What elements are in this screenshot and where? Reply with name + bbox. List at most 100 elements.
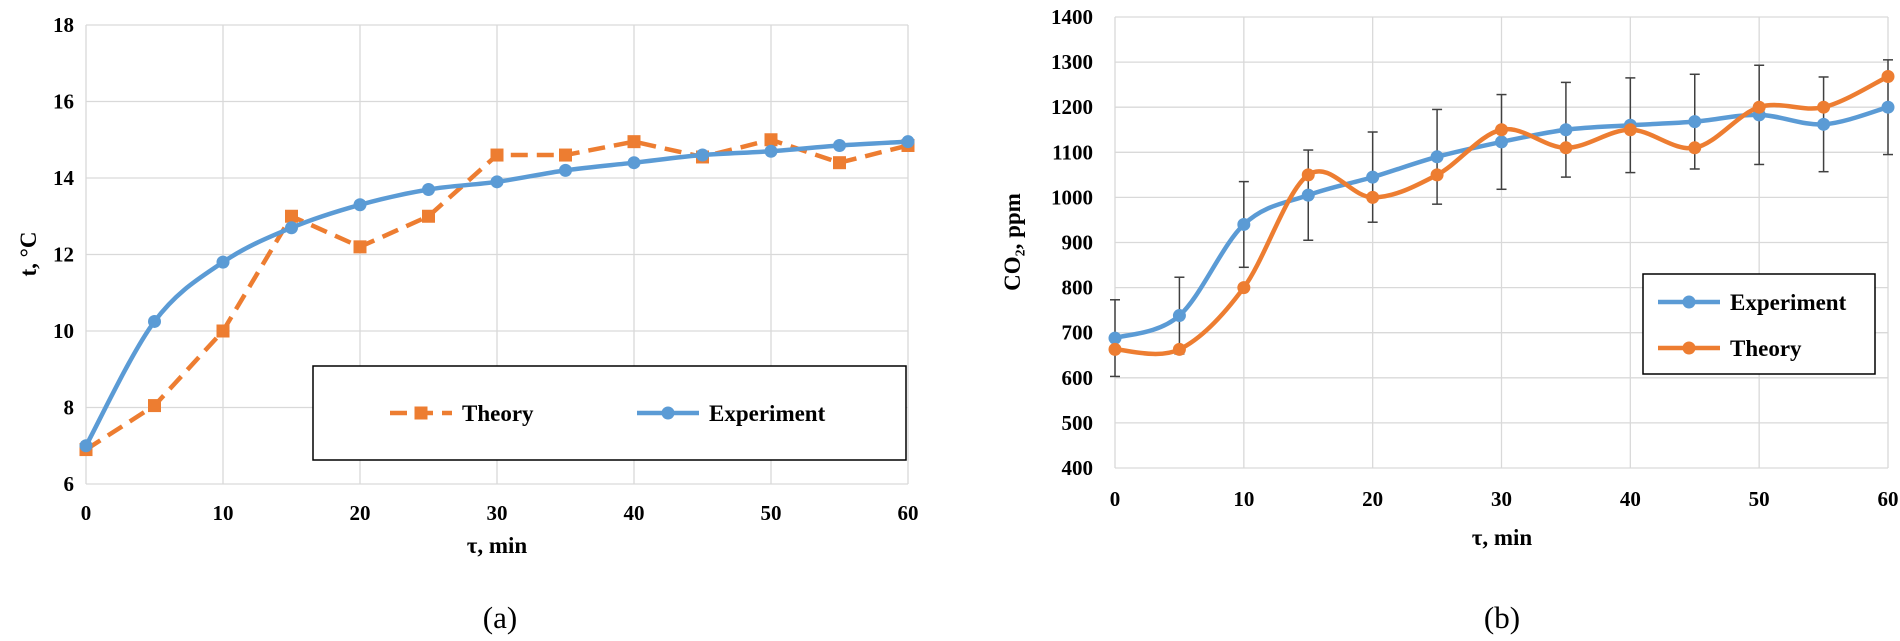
x-tick-label: 20 <box>350 501 371 525</box>
data-point-theory <box>1495 123 1508 137</box>
data-point-theory <box>1108 342 1122 356</box>
legend-marker-theory <box>414 406 428 420</box>
y-tick-label: 18 <box>53 13 74 37</box>
data-point-experiment <box>1366 170 1380 184</box>
y-tick-label: 700 <box>1062 321 1094 345</box>
x-tick-label: 60 <box>898 501 919 525</box>
x-tick-label: 40 <box>624 501 645 525</box>
y-tick-label: 8 <box>64 396 75 420</box>
data-point-experiment <box>1301 188 1315 202</box>
data-point-theory <box>216 324 230 338</box>
legend-marker-experiment <box>661 406 675 420</box>
data-point-experiment <box>490 175 504 189</box>
data-point-theory <box>353 240 367 254</box>
data-point-theory <box>285 209 298 223</box>
data-point-theory <box>1366 190 1380 204</box>
data-point-theory <box>1688 141 1702 155</box>
data-point-theory <box>1881 70 1895 84</box>
data-point-theory <box>1559 141 1573 155</box>
legend: Experiment Theory <box>1642 273 1876 375</box>
data-point-experiment <box>422 182 435 196</box>
y-axis-label: t, °C <box>16 232 41 277</box>
y-tick-label: 500 <box>1062 411 1094 435</box>
data-point-experiment <box>1108 331 1122 345</box>
y-tick-label: 1100 <box>1052 140 1093 164</box>
data-point-theory <box>627 135 641 149</box>
data-point-experiment <box>1237 217 1251 231</box>
data-point-experiment <box>1688 115 1702 129</box>
y-tick-label: 16 <box>53 90 74 114</box>
legend-marker-experiment <box>1682 295 1696 309</box>
y-tick-label: 1400 <box>1051 5 1093 29</box>
data-point-experiment <box>764 144 778 158</box>
y-tick-label: 600 <box>1062 366 1094 390</box>
x-tick-label: 0 <box>81 501 92 525</box>
legend-label-experiment: Experiment <box>1730 290 1847 315</box>
legend-label-experiment: Experiment <box>709 401 826 426</box>
y-tick-label: 6 <box>64 472 75 496</box>
data-point-theory <box>833 156 846 170</box>
legend-label-theory: Theory <box>462 401 534 426</box>
data-point-theory <box>422 209 435 223</box>
x-tick-label: 0 <box>1110 487 1121 511</box>
data-point-theory <box>1301 168 1315 182</box>
data-point-theory <box>148 399 161 413</box>
legend-box <box>1642 273 1876 375</box>
data-point-experiment <box>1172 309 1186 323</box>
data-point-experiment <box>353 198 367 212</box>
x-tick-label: 30 <box>1491 487 1512 511</box>
data-point-theory <box>490 148 504 162</box>
data-point-theory <box>764 133 778 147</box>
data-point-experiment <box>1559 123 1573 137</box>
data-point-theory <box>1430 168 1444 182</box>
x-axis-label: τ, min <box>467 533 528 558</box>
y-tick-label: 14 <box>53 166 75 190</box>
data-point-experiment <box>627 156 641 170</box>
y-tick-label: 1000 <box>1051 185 1093 209</box>
y-tick-label: 800 <box>1062 276 1094 300</box>
data-point-theory <box>1817 100 1831 114</box>
x-axis-label: τ, min <box>1472 525 1533 550</box>
data-point-theory <box>1623 123 1637 137</box>
chart-a: 0 10 20 30 40 50 60 6 8 10 12 14 16 18 τ, min t, °C (a) T… <box>16 13 919 635</box>
y-axis-label: CO₂, ppm <box>1000 193 1025 291</box>
data-point-experiment <box>901 135 915 149</box>
data-point-experiment <box>1881 100 1895 114</box>
y-tick-label: 900 <box>1062 231 1094 255</box>
data-point-experiment <box>833 138 846 152</box>
x-tick-label: 40 <box>1620 487 1641 511</box>
data-point-experiment <box>1495 135 1508 149</box>
chart-caption: (b) <box>1484 600 1520 635</box>
x-tick-label: 60 <box>1878 487 1899 511</box>
data-point-theory <box>1172 342 1186 356</box>
y-tick-label: 12 <box>53 243 74 267</box>
data-point-experiment <box>1817 117 1831 131</box>
x-tick-label: 50 <box>1749 487 1770 511</box>
x-tick-label: 30 <box>487 501 508 525</box>
data-point-experiment <box>79 439 93 453</box>
legend-box <box>312 365 907 461</box>
data-point-theory <box>1752 100 1766 114</box>
legend-label-theory: Theory <box>1730 336 1802 361</box>
chart-b: 0 10 20 30 40 50 60 400 500 600 700 800 900 1000 1100 1… <box>1000 5 1899 635</box>
data-point-experiment <box>148 314 161 328</box>
x-tick-label: 20 <box>1362 487 1383 511</box>
chart-caption: (a) <box>483 600 517 635</box>
data-point-experiment <box>696 148 709 162</box>
data-point-experiment <box>559 163 572 177</box>
y-tick-label: 1200 <box>1051 95 1093 119</box>
data-point-experiment <box>216 255 230 269</box>
y-tick-label: 400 <box>1062 456 1094 480</box>
y-tick-label: 10 <box>53 319 74 343</box>
data-point-theory <box>1237 281 1251 295</box>
legend: Theory Experiment <box>312 365 907 461</box>
data-point-experiment <box>1430 150 1444 164</box>
x-tick-label: 50 <box>761 501 782 525</box>
x-tick-label: 10 <box>1233 487 1254 511</box>
data-point-experiment <box>285 221 298 235</box>
legend-marker-theory <box>1682 341 1696 355</box>
data-point-theory <box>559 148 572 162</box>
x-tick-label: 10 <box>213 501 234 525</box>
y-tick-label: 1300 <box>1051 50 1093 74</box>
